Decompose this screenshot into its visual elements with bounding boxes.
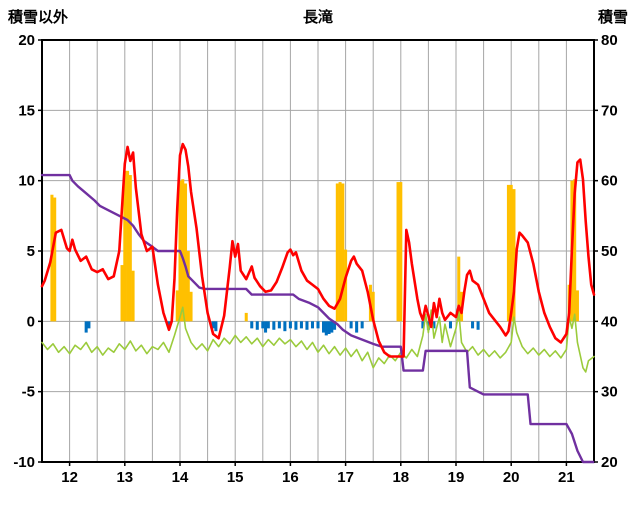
svg-text:14: 14 [172,469,189,486]
svg-text:80: 80 [601,32,618,49]
svg-text:10: 10 [18,173,35,190]
svg-text:20: 20 [503,469,520,486]
svg-text:19: 19 [448,469,465,486]
svg-text:20: 20 [601,454,618,471]
chart-header: 積雪以外 長滝 積雪 [8,6,628,27]
svg-text:16: 16 [282,469,299,486]
svg-text:50: 50 [601,243,618,260]
svg-text:17: 17 [337,469,354,486]
svg-text:20: 20 [18,32,35,49]
svg-text:18: 18 [392,469,409,486]
svg-text:0: 0 [27,313,35,330]
svg-text:-10: -10 [13,454,35,471]
left-axis-title: 積雪以外 [8,9,69,26]
chart-title: 長滝 [303,9,334,26]
svg-text:13: 13 [116,469,133,486]
svg-text:60: 60 [601,173,618,190]
svg-text:15: 15 [227,469,244,486]
svg-text:15: 15 [18,102,35,119]
svg-text:12: 12 [61,469,78,486]
svg-text:70: 70 [601,102,618,119]
svg-text:40: 40 [601,313,618,330]
svg-text:-5: -5 [22,384,35,401]
svg-text:21: 21 [558,469,575,486]
right-axis-title: 積雪 [598,9,629,26]
svg-text:30: 30 [601,384,618,401]
svg-text:5: 5 [27,243,35,260]
